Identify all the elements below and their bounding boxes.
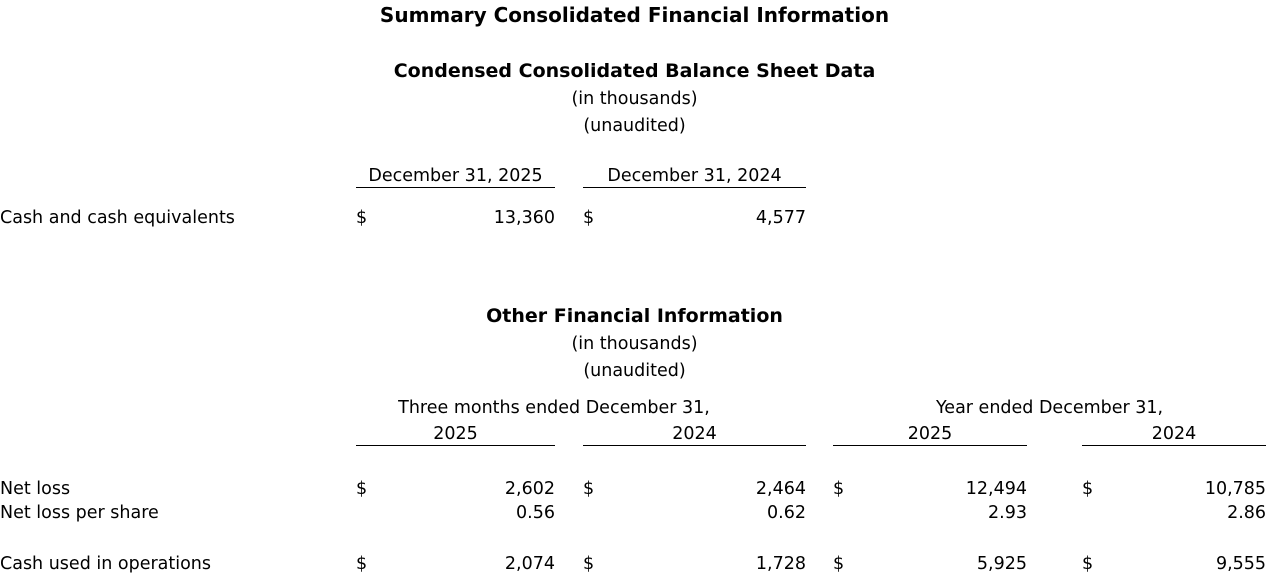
- amount-value: 10,785: [1204, 479, 1267, 499]
- currency-symbol: $: [833, 479, 845, 499]
- other-financial-note-unaudited: (unaudited): [583, 361, 686, 381]
- currency-symbol: $: [1082, 554, 1094, 574]
- amount-value: 2.86: [1227, 503, 1267, 523]
- page-title: Summary Consolidated Financial Informati…: [379, 3, 890, 27]
- balance-sheet-note-unaudited: (unaudited): [583, 116, 686, 136]
- currency-symbol: $: [583, 208, 595, 228]
- group-header-year-ended: Year ended December 31,: [833, 397, 1266, 419]
- table-row-net-loss: Net loss $ 2,602 $ 2,464 $ 12,494 $ 10,7…: [0, 476, 1266, 500]
- amount-value: 9,555: [1215, 554, 1267, 574]
- spacer-row: [0, 445, 1266, 476]
- group-header-year-ended-label: Year ended December 31,: [935, 398, 1164, 418]
- row-label: Net loss per share: [0, 503, 159, 523]
- year-header-fy-2024: 2024: [1082, 419, 1267, 446]
- other-financial-table: Three months ended December 31, Year end…: [0, 397, 1267, 575]
- other-financial-note-in-thousands: (in thousands): [571, 334, 698, 354]
- other-financial-title: Other Financial Information: [486, 305, 783, 327]
- balance-sheet-header-row: December 31, 2025 December 31, 2024: [0, 157, 806, 188]
- spacer-row: [0, 187, 806, 207]
- group-header-three-months: Three months ended December 31,: [356, 397, 806, 419]
- row-label: Net loss: [0, 479, 71, 499]
- table-row-cash-used-in-operations: Cash used in operations $ 2,074 $ 1,728 …: [0, 551, 1266, 575]
- amount-value: 12,494: [965, 479, 1027, 499]
- column-header-dec-31-2024: December 31, 2024: [583, 157, 806, 188]
- amount-value: 0.56: [516, 503, 555, 523]
- currency-symbol: $: [583, 554, 595, 574]
- column-group-header-row: Three months ended December 31, Year end…: [0, 397, 1266, 419]
- currency-symbol: [583, 500, 625, 524]
- year-header-q-2024: 2024: [583, 419, 806, 446]
- amount-value: 2,074: [504, 554, 555, 574]
- amount-value: 4,577: [755, 208, 806, 228]
- amount-value: 0.62: [767, 503, 806, 523]
- currency-symbol: $: [1082, 479, 1094, 499]
- balance-sheet-note-in-thousands: (in thousands): [571, 89, 698, 109]
- balance-sheet-table: December 31, 2025 December 31, 2024 Cash…: [0, 157, 806, 229]
- amount-value: 2,602: [504, 479, 555, 499]
- year-header-fy-2025: 2025: [833, 419, 1027, 446]
- currency-symbol: $: [356, 479, 368, 499]
- year-header-q-2025: 2025: [356, 419, 555, 446]
- currency-symbol: $: [356, 208, 368, 228]
- row-label: Cash used in operations: [0, 554, 212, 574]
- amount-value: 13,360: [493, 208, 555, 228]
- year-header-row: 2025 2024 2025 2024: [0, 419, 1267, 446]
- row-label: Cash and cash equivalents: [0, 208, 235, 228]
- currency-symbol: [356, 500, 398, 524]
- currency-symbol: [1082, 500, 1124, 524]
- column-header-dec-31-2025: December 31, 2025: [356, 157, 555, 188]
- currency-symbol: $: [356, 554, 368, 574]
- currency-symbol: $: [583, 479, 595, 499]
- table-row-cash-and-cash-equivalents: Cash and cash equivalents $ 13,360 $ 4,5…: [0, 207, 806, 229]
- amount-value: 1,728: [755, 554, 806, 574]
- currency-symbol: $: [833, 554, 845, 574]
- amount-value: 5,925: [976, 554, 1027, 574]
- group-header-three-months-label: Three months ended December 31,: [398, 398, 710, 418]
- amount-value: 2.93: [988, 503, 1027, 523]
- currency-symbol: [833, 500, 875, 524]
- spacer-row: [0, 524, 1266, 551]
- table-row-net-loss-per-share: Net loss per share 0.56 0.62 2.93 2.86: [0, 500, 1266, 524]
- amount-value: 2,464: [755, 479, 806, 499]
- balance-sheet-title: Condensed Consolidated Balance Sheet Dat…: [393, 60, 876, 82]
